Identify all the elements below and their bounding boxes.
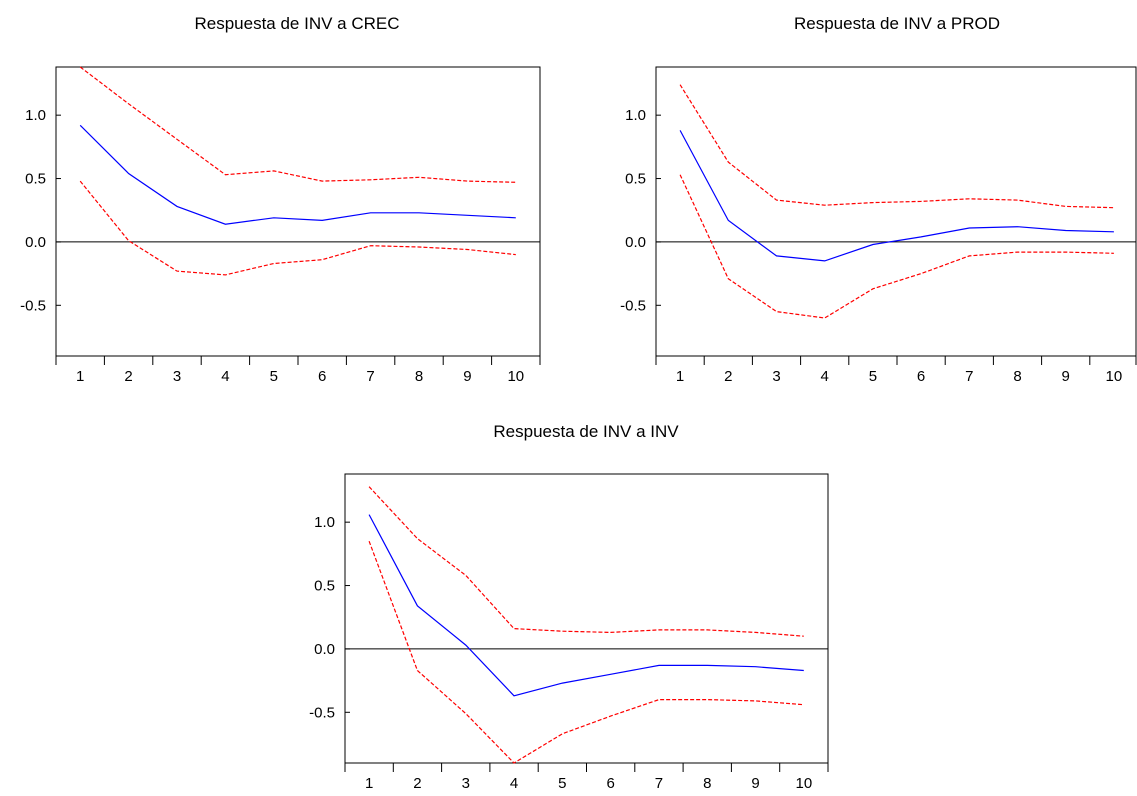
y-tick-label: -0.5: [620, 297, 646, 314]
y-tick-label: 0.0: [25, 234, 46, 251]
plot-area: -0.5 0.0 0.5 1.0 1 2 3 4 5 6 7 8 9 10: [620, 66, 1137, 385]
x-tick-label: 4: [221, 368, 229, 385]
x-tick-label: 3: [173, 368, 181, 385]
x-tick-label: 6: [917, 368, 925, 385]
x-tick-label: 3: [772, 368, 780, 385]
plot-area: -0.5 0.0 0.5 1.0 1 2 3 4 5 6 7 8 9 10: [309, 473, 829, 792]
x-tick-label: 8: [415, 368, 423, 385]
y-tick-label: 0.5: [314, 578, 335, 595]
chart-title: Respuesta de INV a PROD: [794, 14, 1000, 33]
x-tick-label: 3: [462, 775, 470, 792]
chart-title: Respuesta de INV a INV: [493, 422, 679, 441]
chart-inv-prod: Respuesta de INV a PROD -0.5 0.0 0.5 1.0 1 2 3…: [620, 14, 1137, 385]
x-tick-label: 2: [413, 775, 421, 792]
x-tick-label: 4: [510, 775, 518, 792]
y-tick-label: 1.0: [25, 107, 46, 124]
y-tick-label: 0.0: [625, 234, 646, 251]
x-tick-label: 7: [965, 368, 973, 385]
x-tick-label: 9: [751, 775, 759, 792]
x-tick-label: 9: [1062, 368, 1070, 385]
series-line-upper: [368, 486, 804, 637]
plot-frame: [55, 66, 541, 357]
chart-title: Respuesta de INV a CREC: [194, 14, 399, 33]
y-tick-label: 1.0: [625, 107, 646, 124]
plot-frame: [344, 473, 829, 764]
series-line-upper: [679, 84, 1114, 209]
x-tick-label: 6: [606, 775, 614, 792]
plot-area: -0.5 0.0 0.5 1.0 1 2 3 4 5 6 7 8 9 10: [20, 66, 541, 385]
x-tick-label: 4: [821, 368, 829, 385]
series-line-response: [679, 130, 1114, 262]
x-tick-label: 5: [558, 775, 566, 792]
x-tick-label: 10: [1106, 368, 1123, 385]
series-line-lower: [679, 174, 1114, 319]
x-tick-label: 10: [796, 775, 813, 792]
x-tick-label: 2: [124, 368, 132, 385]
x-tick-label: 9: [463, 368, 471, 385]
x-tick-label: 1: [76, 368, 84, 385]
x-tick-label: 2: [724, 368, 732, 385]
x-tick-label: 10: [507, 368, 524, 385]
x-tick-label: 7: [655, 775, 663, 792]
chart-inv-crec: Respuesta de INV a CREC -0.5 0.0 0.5 1.0 1 2 3…: [20, 14, 541, 385]
x-tick-label: 7: [366, 368, 374, 385]
x-tick-label: 1: [365, 775, 373, 792]
plot-frame: [655, 66, 1137, 357]
y-tick-label: 1.0: [314, 514, 335, 531]
y-tick-label: -0.5: [20, 297, 46, 314]
x-tick-label: 1: [676, 368, 684, 385]
y-tick-label: 0.0: [314, 641, 335, 658]
y-tick-label: -0.5: [309, 704, 335, 721]
series-line-upper: [79, 66, 516, 183]
x-tick-label: 6: [318, 368, 326, 385]
series-line-lower: [368, 540, 804, 764]
series-line-response: [79, 124, 516, 225]
series-line-lower: [79, 180, 516, 276]
y-tick-label: 0.5: [625, 171, 646, 188]
series-line-response: [368, 514, 804, 697]
y-tick-label: 0.5: [25, 171, 46, 188]
chart-inv-inv: Respuesta de INV a INV -0.5 0.0 0.5 1.0 1 2 3 4…: [309, 422, 829, 792]
x-tick-label: 5: [869, 368, 877, 385]
x-tick-label: 8: [703, 775, 711, 792]
x-tick-label: 8: [1013, 368, 1021, 385]
x-tick-label: 5: [270, 368, 278, 385]
